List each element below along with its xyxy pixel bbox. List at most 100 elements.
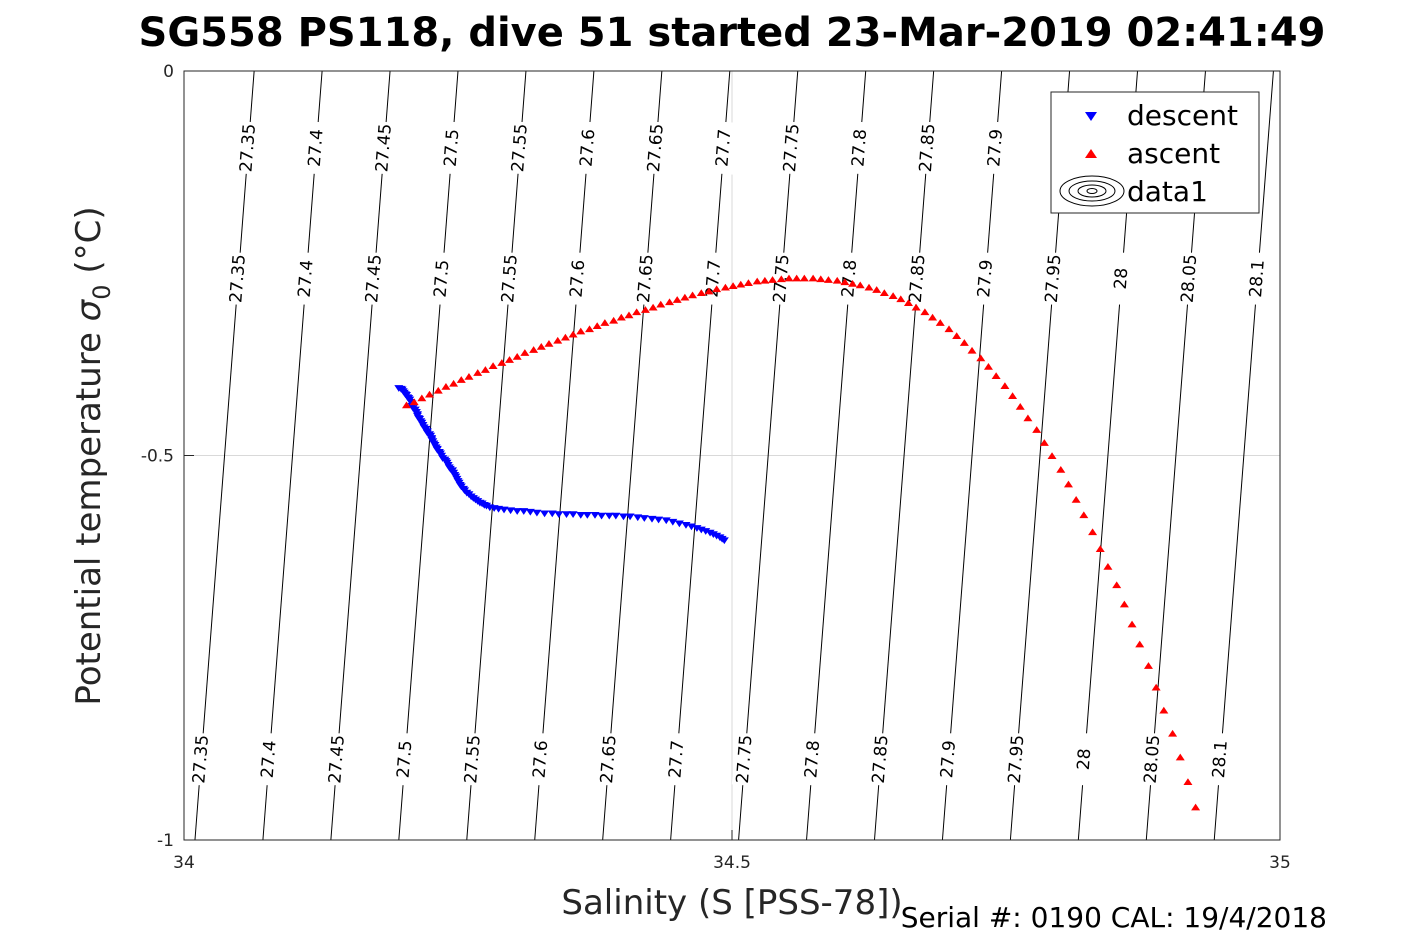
- contour-label-bg: [256, 732, 283, 787]
- contour-label-27.45: 27.45: [372, 123, 396, 173]
- serial-cal-footer: Serial #: 0190 CAL: 19/4/2018: [901, 901, 1327, 934]
- ascent-point: [433, 386, 443, 394]
- contour-label-bg: [235, 121, 262, 175]
- ascent-point: [640, 306, 650, 313]
- ascent-point: [959, 339, 969, 346]
- ascent-point: [672, 296, 682, 303]
- descent-point: [525, 508, 535, 516]
- descent-point: [647, 515, 657, 523]
- ascent-point: [928, 313, 938, 321]
- ascent-point: [505, 356, 515, 363]
- contour-label-27.35: 27.35: [226, 254, 250, 304]
- ascent-point: [616, 313, 626, 321]
- ascent-point: [632, 308, 642, 316]
- descent-point: [618, 513, 628, 521]
- ascent-point: [799, 274, 809, 282]
- ascent-point: [417, 394, 427, 402]
- contour-label-bg: [632, 251, 659, 306]
- contour-label-27.95: 27.95: [1042, 254, 1066, 304]
- ascent-point: [1032, 426, 1042, 433]
- ascent-point: [1056, 466, 1066, 473]
- ascent-point: [1000, 382, 1010, 389]
- legend-data1-contour-icon: [1059, 175, 1125, 207]
- ascent-point: [1112, 581, 1122, 589]
- contour-label-27.65: 27.65: [597, 734, 621, 784]
- contour-label-27.6: 27.6: [567, 259, 590, 298]
- descent-point: [554, 511, 564, 518]
- contour-label-bg: [904, 251, 931, 306]
- ascent-point: [600, 319, 610, 326]
- descent-point: [633, 514, 643, 522]
- contour-line-27.35: [194, 71, 255, 840]
- ascent-point: [409, 398, 419, 406]
- contour-label-bg: [778, 121, 805, 175]
- ascent-point: [520, 349, 530, 356]
- ascent-point: [1119, 600, 1129, 608]
- contour-line-27.4: [262, 71, 323, 840]
- contour-label-bg: [642, 121, 669, 175]
- contour-label-27.75: 27.75: [733, 734, 757, 784]
- contour-label-27.85: 27.85: [869, 734, 893, 784]
- ascent-point: [1015, 403, 1025, 410]
- descent-point: [506, 507, 516, 515]
- ascent-point: [1175, 753, 1185, 761]
- y-axis-label-subscript: 0: [88, 284, 116, 299]
- data-series: [394, 274, 1201, 811]
- descent-point: [719, 537, 729, 545]
- descent-point: [639, 515, 649, 522]
- contour-label-27.4: 27.4: [305, 128, 328, 167]
- axes: [183, 70, 1281, 841]
- y-axis-label: Potential temperature σ0 (°C): [69, 206, 116, 705]
- contour-label-bg: [710, 121, 737, 175]
- y-tick-labels: 0 -0.5 -1: [141, 62, 174, 851]
- ascent-point: [720, 283, 730, 291]
- contour-label-bg: [836, 251, 863, 306]
- ascent-point: [529, 346, 539, 353]
- contour-label-27.5: 27.5: [394, 740, 417, 779]
- ascent-point: [680, 293, 690, 301]
- contour-label-bg: [1176, 251, 1203, 306]
- ascent-point: [1135, 640, 1145, 648]
- contour-label-28.1: 28.1: [1209, 740, 1232, 779]
- ascent-point: [609, 316, 619, 324]
- x-axis-label: Salinity (S [PSS-78]): [561, 883, 902, 923]
- contour-label-bg: [564, 251, 591, 306]
- ascent-point: [1063, 480, 1073, 488]
- contour-label-bg: [303, 121, 330, 175]
- density-contour-labels: 27.35 27.4 27.45 27.5 27.55 27.6 27.65 27.7 27.7…: [188, 121, 1271, 787]
- ascent-point: [983, 363, 993, 370]
- y-tick-label: 0: [163, 62, 174, 82]
- contour-label-bg: [371, 121, 398, 175]
- ascent-point: [665, 298, 675, 306]
- descent-point: [568, 511, 578, 518]
- contour-label-27.4: 27.4: [295, 259, 318, 298]
- contour-label-27.8: 27.8: [801, 740, 824, 779]
- contour-label-27.9: 27.9: [974, 259, 997, 298]
- ascent-point: [944, 325, 954, 333]
- ascent-point: [576, 327, 586, 335]
- ascent-point: [728, 282, 738, 290]
- y-axis-label-main: Potential temperature: [69, 321, 109, 705]
- contour-label-27.6: 27.6: [530, 740, 553, 779]
- ascent-point: [624, 311, 634, 319]
- contour-label-28: 28: [1111, 267, 1133, 290]
- contour-label-bg: [867, 732, 894, 787]
- contour-label-27.55: 27.55: [508, 123, 532, 173]
- contour-line-27.9: [941, 71, 1003, 840]
- contour-label-bg: [188, 732, 215, 787]
- contour-line-27.55: [466, 71, 527, 840]
- contour-line-27.65: [602, 71, 663, 840]
- legend: descent ascent data1: [1050, 91, 1260, 214]
- descent-point: [562, 511, 572, 518]
- contour-label-bg: [392, 732, 418, 787]
- ascent-point: [512, 353, 522, 360]
- descent-point: [625, 513, 635, 521]
- descent-point: [604, 512, 614, 520]
- contour-line-28.1: [1213, 71, 1274, 840]
- ascent-point: [712, 285, 722, 293]
- contour-label-27.85: 27.85: [906, 254, 930, 304]
- x-tick-label: 35: [1269, 853, 1291, 873]
- descent-point: [532, 509, 542, 517]
- descent-point: [590, 512, 600, 519]
